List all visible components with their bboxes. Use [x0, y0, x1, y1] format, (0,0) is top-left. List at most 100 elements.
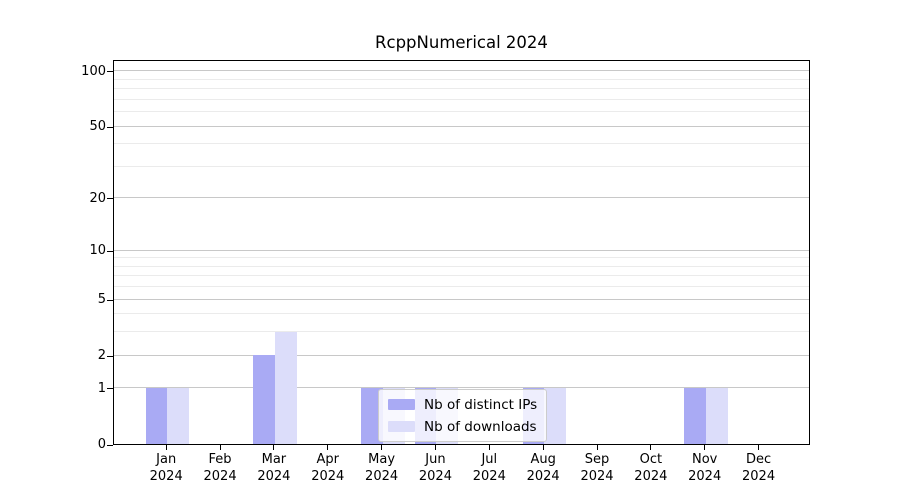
bar-downloads-jan — [167, 387, 190, 444]
minor-gridline — [114, 265, 809, 267]
x-tick-month: Jan — [156, 452, 177, 467]
y-tick-label: 10 — [89, 243, 106, 259]
y-tick-mark — [107, 126, 113, 128]
y-tick-label: 100 — [81, 63, 106, 79]
x-tick-label-jan: Jan 2024 — [137, 452, 195, 485]
y-tick-mark — [107, 71, 113, 73]
x-tick-mark — [488, 445, 490, 450]
minor-gridline — [114, 286, 809, 288]
x-tick-label-dec: Dec 2024 — [730, 452, 788, 485]
minor-gridline — [114, 331, 809, 333]
minor-gridline — [114, 313, 809, 315]
x-tick-month: Apr — [316, 452, 340, 467]
bar-downloads-mar — [274, 331, 297, 444]
x-tick-mark — [434, 445, 436, 450]
y-tick-mark — [107, 299, 113, 301]
minor-gridline — [114, 257, 809, 259]
bar-downloads-nov — [705, 387, 728, 444]
legend-row: Nb of distinct IPs — [388, 395, 537, 414]
legend-row: Nb of downloads — [388, 417, 537, 436]
x-tick-mark — [273, 445, 275, 450]
minor-gridline — [114, 78, 809, 80]
legend-swatch — [388, 399, 415, 410]
x-tick-mark — [327, 445, 329, 450]
minor-gridline — [114, 165, 809, 167]
x-tick-month: Mar — [261, 452, 287, 467]
x-tick-year: 2024 — [580, 468, 614, 484]
y-tick-label: 20 — [89, 190, 106, 206]
x-tick-month: Nov — [692, 452, 718, 467]
legend-label: Nb of distinct IPs — [424, 396, 538, 413]
legend-swatch — [388, 421, 415, 432]
x-tick-label-feb: Feb 2024 — [191, 452, 249, 485]
bar-distinct-ips-may — [361, 387, 383, 444]
x-tick-label-jul: Jul 2024 — [460, 452, 518, 485]
x-tick-label-sep: Sep 2024 — [568, 452, 626, 485]
y-tick-mark — [107, 198, 113, 200]
x-tick-month: Aug — [530, 452, 556, 467]
x-tick-year: 2024 — [257, 468, 291, 484]
x-tick-mark — [219, 445, 221, 450]
minor-gridline — [114, 88, 809, 90]
x-tick-year: 2024 — [203, 468, 237, 484]
minor-gridline — [114, 275, 809, 277]
x-tick-mark — [758, 445, 760, 450]
x-tick-label-mar: Mar 2024 — [245, 452, 303, 485]
x-tick-year: 2024 — [688, 468, 722, 484]
major-gridline — [114, 354, 809, 356]
bar-distinct-ips-mar — [253, 355, 275, 444]
plot-area — [113, 60, 810, 445]
x-tick-month: Dec — [745, 452, 772, 467]
x-tick-month: Feb — [208, 452, 232, 467]
x-tick-mark — [381, 445, 383, 450]
legend-label: Nb of downloads — [424, 418, 537, 435]
legend: Nb of distinct IPs Nb of downloads — [378, 389, 548, 442]
minor-gridline — [114, 98, 809, 100]
x-tick-mark — [650, 445, 652, 450]
major-gridline — [114, 387, 809, 389]
minor-gridline — [114, 111, 809, 113]
minor-gridline — [114, 143, 809, 145]
y-tick-label: 5 — [97, 292, 106, 308]
x-tick-year: 2024 — [149, 468, 183, 484]
y-tick-mark — [107, 444, 113, 446]
major-gridline — [114, 298, 809, 300]
x-tick-month: Jul — [481, 452, 498, 467]
bar-distinct-ips-jan — [145, 387, 168, 444]
x-tick-mark — [704, 445, 706, 450]
x-tick-year: 2024 — [365, 468, 399, 484]
x-tick-mark — [596, 445, 598, 450]
x-tick-year: 2024 — [418, 468, 452, 484]
major-gridline — [114, 249, 809, 251]
x-tick-year: 2024 — [742, 468, 776, 484]
x-tick-month: Oct — [639, 452, 663, 467]
x-tick-label-may: May 2024 — [353, 452, 411, 485]
y-tick-label: 50 — [89, 119, 106, 135]
bar-downloads-aug — [544, 387, 567, 444]
x-tick-year: 2024 — [311, 468, 345, 484]
x-tick-month: May — [368, 452, 396, 467]
chart-title: RcppNumerical 2024 — [375, 33, 548, 52]
x-tick-label-jun: Jun 2024 — [406, 452, 464, 485]
x-tick-label-nov: Nov 2024 — [676, 452, 734, 485]
x-tick-label-aug: Aug 2024 — [514, 452, 572, 485]
major-gridline — [114, 70, 809, 72]
x-tick-year: 2024 — [472, 468, 506, 484]
x-tick-month: Sep — [584, 452, 610, 467]
y-tick-mark — [107, 388, 113, 390]
x-tick-label-oct: Oct 2024 — [622, 452, 680, 485]
y-tick-label: 0 — [97, 437, 106, 452]
y-tick-label: 1 — [97, 380, 106, 396]
y-tick-mark — [107, 250, 113, 252]
x-tick-mark — [165, 445, 167, 450]
x-tick-year: 2024 — [634, 468, 668, 484]
x-tick-month: Jun — [425, 452, 446, 467]
x-tick-year: 2024 — [526, 468, 560, 484]
y-tick-label: 2 — [97, 348, 106, 364]
x-tick-mark — [542, 445, 544, 450]
bar-distinct-ips-nov — [684, 387, 706, 444]
major-gridline — [114, 125, 809, 127]
y-tick-mark — [107, 355, 113, 357]
x-tick-label-apr: Apr 2024 — [299, 452, 357, 485]
